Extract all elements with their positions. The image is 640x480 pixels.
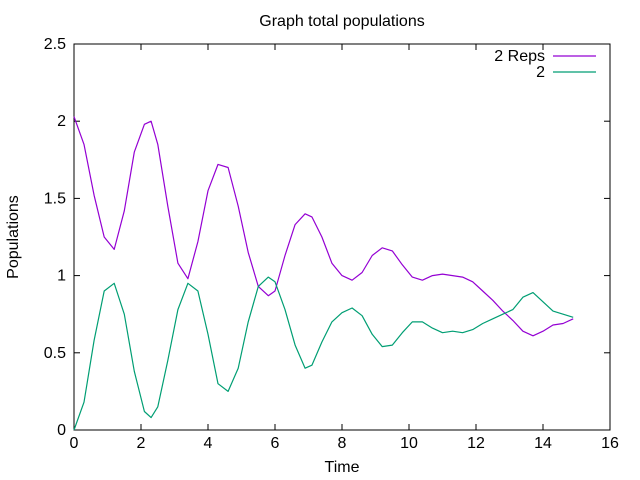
series-line-1 [73, 276, 574, 431]
y-axis-label: Populations [5, 195, 22, 279]
series-line-0 [73, 116, 574, 337]
y-tick-label: 2.5 [44, 36, 66, 53]
tick-labels: 0 2 4 6 8 10 12 14 16 0 0.5 1 1.5 2 2.5 [44, 36, 619, 452]
legend-label-0: 2 Reps [494, 48, 545, 65]
x-axis-label: Time [325, 459, 360, 476]
x-tick-label: 4 [204, 435, 213, 452]
x-tick-label: 2 [137, 435, 146, 452]
x-tick-label: 6 [271, 435, 280, 452]
legend-label-1: 2 [536, 64, 545, 81]
x-tick-label: 14 [534, 435, 552, 452]
y-tick-label: 1 [57, 268, 66, 285]
y-tick-label: 2 [57, 113, 66, 130]
x-tick-label: 0 [70, 435, 79, 452]
y-tick-label: 0 [57, 422, 66, 439]
x-tick-label: 8 [338, 435, 347, 452]
chart-title: Graph total populations [259, 13, 424, 30]
axes [73, 43, 611, 431]
x-tick-label: 12 [467, 435, 485, 452]
y-tick-label: 1.5 [44, 190, 66, 207]
x-tick-label: 16 [601, 435, 619, 452]
y-tick-label: 0.5 [44, 345, 66, 362]
plot-frame [73, 43, 611, 431]
x-tick-label: 10 [400, 435, 418, 452]
series-layer [73, 116, 574, 431]
